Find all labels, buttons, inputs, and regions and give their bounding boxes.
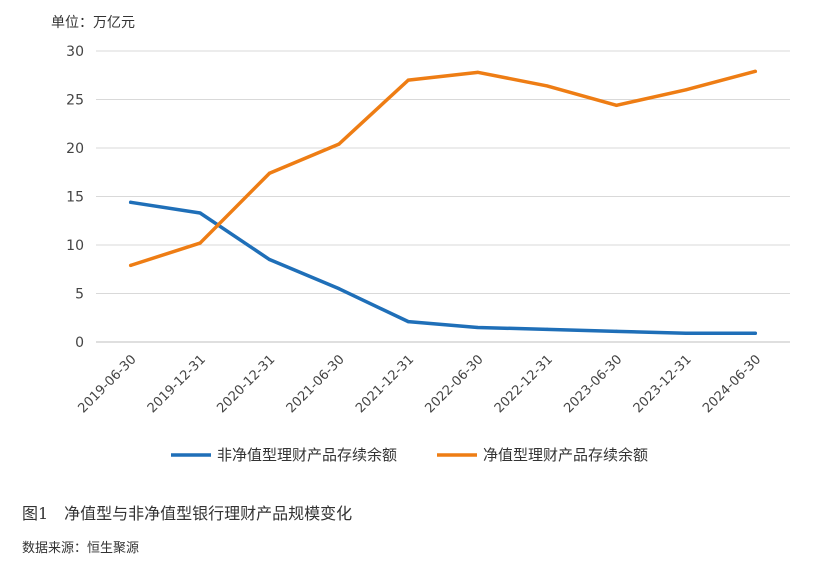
legend: 非净值型理财产品存续余额 净值型理财产品存续余额: [171, 446, 648, 464]
series-line-1: [128, 200, 758, 336]
data-point: [267, 257, 272, 262]
unit-label: 单位：万亿元: [51, 15, 135, 31]
grid-lines: [96, 50, 790, 343]
data-point: [684, 331, 688, 335]
y-tick-label: 5: [75, 287, 84, 303]
x-tick-label: 2021-06-30: [284, 352, 348, 416]
series-line-2: [128, 69, 758, 268]
data-point: [476, 325, 480, 330]
y-axis-ticks: 0 5 10 15 20 25 30: [66, 44, 84, 351]
x-tick-label: 2022-06-30: [422, 352, 486, 416]
y-tick-label: 30: [66, 44, 84, 60]
data-point: [545, 84, 549, 88]
source-note: 数据来源：恒生聚源: [22, 541, 140, 556]
x-tick-label: 2022-12-31: [492, 352, 556, 416]
data-point: [198, 241, 202, 245]
series-lines: [128, 69, 758, 336]
y-tick-label: 15: [66, 190, 84, 206]
x-tick-label: 2021-12-31: [353, 352, 417, 416]
data-point: [545, 327, 549, 331]
y-tick-label: 20: [66, 141, 84, 157]
figure-caption: 图1 净值型与非净值型银行理财产品规模变化: [22, 504, 353, 523]
data-point: [406, 78, 410, 82]
x-tick-label: 2023-12-31: [631, 352, 695, 416]
x-tick-label: 2020-12-31: [214, 352, 278, 416]
x-tick-label: 2019-06-30: [75, 352, 139, 416]
y-tick-label: 25: [66, 93, 84, 109]
data-point: [753, 331, 757, 335]
data-point: [614, 329, 619, 333]
data-point: [753, 69, 757, 73]
data-point: [684, 88, 688, 92]
x-tick-label: 2023-06-30: [561, 352, 625, 416]
legend-label-1: 非净值型理财产品存续余额: [217, 446, 397, 464]
x-axis-ticks: 2019-06-30 2019-12-31 2020-12-31 2021-06-30…: [75, 352, 764, 416]
x-tick-label: 2019-12-31: [145, 352, 209, 416]
data-point: [406, 320, 410, 324]
data-point: [198, 211, 202, 215]
data-point: [337, 142, 341, 146]
data-point: [129, 263, 133, 267]
line-chart: 0 5 10 15 20 25 30 2019-06-30 2019-12-31 2020-12…: [66, 44, 790, 464]
data-point: [614, 103, 619, 107]
data-point: [476, 70, 480, 74]
y-tick-label: 10: [66, 238, 84, 254]
x-tick-label: 2024-06-30: [700, 352, 764, 416]
data-point: [267, 171, 272, 175]
data-point: [129, 200, 133, 204]
legend-label-2: 净值型理财产品存续余额: [483, 446, 648, 464]
data-point: [337, 287, 341, 291]
y-tick-label: 0: [75, 335, 84, 351]
